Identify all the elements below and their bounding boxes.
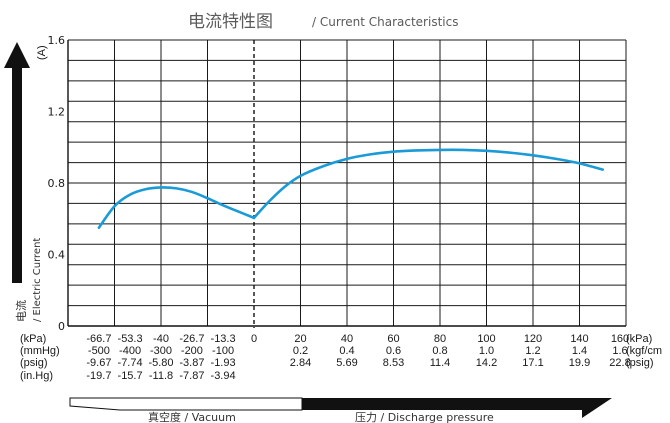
x-tick-label: 5.69	[336, 357, 357, 369]
x-tick-label: 0.4	[339, 345, 354, 357]
y-axis-unit: (A)	[36, 45, 48, 60]
x-unit-right-kpa: (kPa)	[626, 333, 652, 345]
series-line-vacuum	[97, 186, 256, 229]
x-tick-label: -3.94	[211, 370, 236, 382]
x-tick-label: 19.9	[569, 357, 590, 369]
x-tick-label: -66.7	[86, 333, 111, 345]
x-tick-label: 60	[387, 333, 399, 345]
y-axis-arrow	[4, 42, 30, 283]
x-tick-label: 100	[477, 333, 495, 345]
x-tick-label: 17.1	[522, 357, 543, 369]
x-unit-right-psig: (psig)	[626, 357, 654, 369]
chart-title-en: / Current Characteristics	[312, 15, 458, 29]
x-tick-label: -13.3	[211, 333, 236, 345]
x-tick-label: 120	[524, 333, 542, 345]
x-tick-label: 1.4	[572, 345, 587, 357]
x-tick-label: 20	[294, 333, 306, 345]
direction-arrow	[69, 397, 612, 418]
x-tick-label: -40	[153, 333, 169, 345]
x-tick-label: 160	[611, 333, 629, 345]
x-tick-label: -400	[119, 345, 141, 357]
x-tick-label: 80	[434, 333, 446, 345]
x-tick-label: -200	[181, 345, 203, 357]
x-tick-labels: -66.7-500-9.67-19.7-53.3-400-7.74-15.7-4…	[86, 333, 630, 382]
vacuum-label: 真空度 / Vacuum	[148, 410, 236, 423]
y-tick-label: 0.4	[48, 249, 66, 262]
series-line-pressure	[252, 148, 605, 220]
y-axis-label-en: / Electric Current	[32, 238, 43, 322]
x-tick-label: 14.2	[476, 357, 497, 369]
x-unit-mmhg: (mmHg)	[20, 345, 60, 357]
x-tick-label: 8.53	[383, 357, 404, 369]
x-tick-label: -3.87	[179, 357, 204, 369]
x-tick-label: -5.80	[148, 357, 173, 369]
x-unit-right-kgf: (kgf/cm	[626, 345, 662, 357]
x-unit-inhg: (in.Hg)	[20, 370, 53, 382]
pressure-label: 压力 / Discharge pressure	[355, 411, 494, 423]
x-tick-label: 1.0	[479, 345, 494, 357]
chart-title-cn: 电流特性图	[188, 12, 273, 32]
x-tick-label: 22.8	[609, 357, 630, 369]
x-tick-label: -26.7	[179, 333, 204, 345]
y-tick-label: 0	[58, 320, 65, 333]
x-tick-label-zero: 0	[251, 333, 257, 345]
y-tick-label: 1.6	[48, 34, 66, 47]
y-tick-labels: 0 0.4 0.8 1.2 1.6	[48, 34, 66, 333]
x-tick-label: 2.84	[290, 357, 311, 369]
x-tick-label: -15.7	[118, 370, 143, 382]
x-unit-kpa: (kPa)	[20, 333, 46, 345]
x-tick-label: 0.6	[386, 345, 401, 357]
x-tick-label: -7.74	[118, 357, 143, 369]
series-layer	[97, 148, 605, 229]
x-tick-label: 140	[570, 333, 588, 345]
x-tick-label: -300	[150, 345, 172, 357]
x-tick-label: -500	[88, 345, 110, 357]
x-tick-label: 1.2	[525, 345, 540, 357]
x-tick-label: -11.8	[149, 370, 173, 382]
grid	[67, 39, 627, 328]
y-tick-label: 1.2	[48, 106, 66, 119]
y-axis-label-cn: 电流	[14, 300, 28, 322]
x-tick-label: -53.3	[118, 333, 143, 345]
x-tick-label: 40	[341, 333, 353, 345]
x-tick-label: -100	[212, 345, 234, 357]
x-unit-psig: (psig)	[20, 357, 48, 369]
y-tick-label: 0.8	[48, 177, 66, 190]
x-tick-label: -1.93	[211, 357, 236, 369]
x-tick-label: 1.6	[612, 345, 627, 357]
x-tick-label: -9.67	[86, 357, 111, 369]
x-tick-label: 11.4	[430, 357, 451, 369]
x-tick-label: 0.8	[432, 345, 447, 357]
x-tick-label: -7.87	[179, 370, 204, 382]
x-tick-label: -19.7	[86, 370, 111, 382]
x-tick-label: 0.2	[293, 345, 308, 357]
